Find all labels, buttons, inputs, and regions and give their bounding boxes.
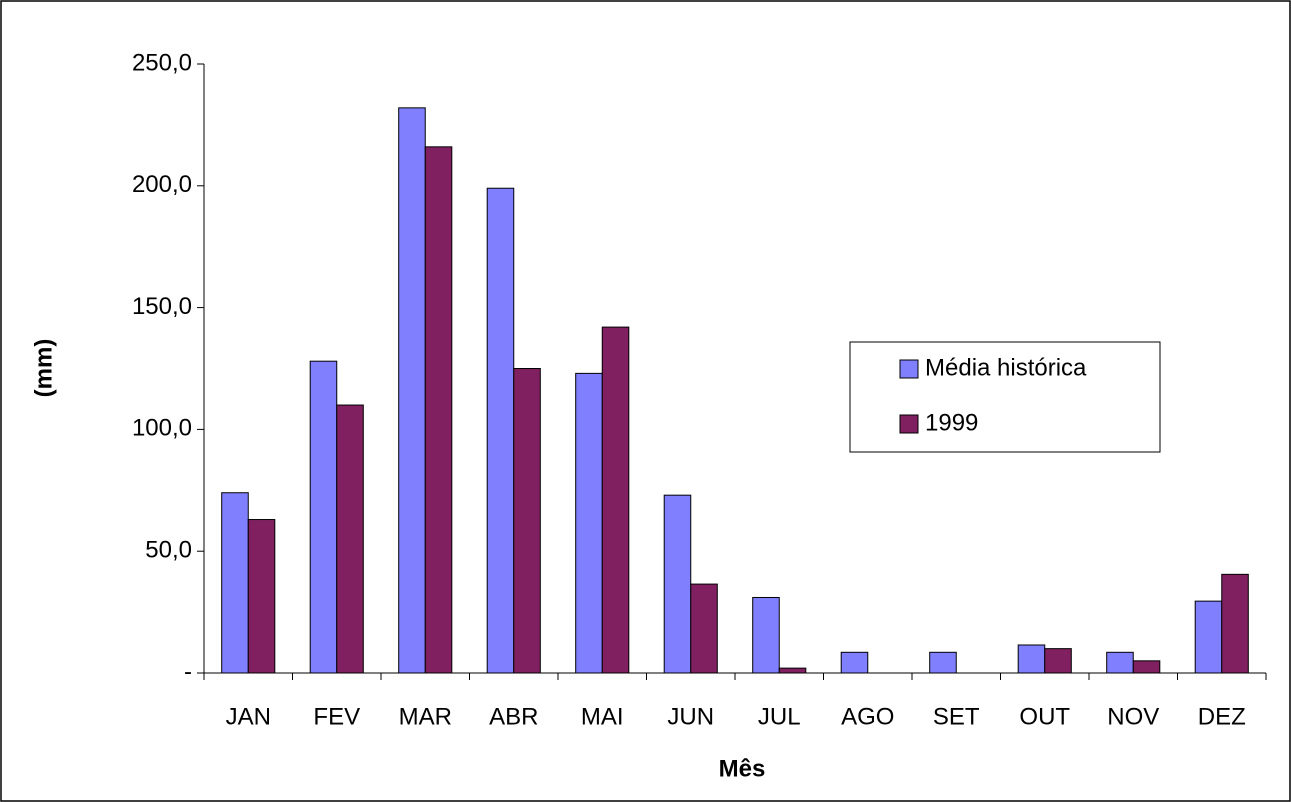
bar (398, 107, 426, 674)
bar (1132, 660, 1161, 674)
bar (309, 360, 338, 674)
bar (486, 187, 515, 674)
x-tick-label: JUL (758, 703, 801, 730)
legend-swatch (899, 414, 919, 434)
bar (336, 404, 364, 674)
bar (1044, 648, 1072, 674)
bar (424, 146, 453, 674)
bar (690, 583, 718, 674)
bar (752, 596, 780, 674)
x-axis-label: Mês (719, 755, 766, 782)
bar (601, 326, 630, 674)
y-tick-label: 150,0 (132, 293, 192, 320)
bar (1194, 600, 1223, 674)
bar (575, 372, 603, 674)
bar (221, 492, 249, 674)
y-axis-label: (mm) (30, 339, 57, 398)
y-tick-label: 250,0 (132, 49, 192, 76)
x-tick-label: ABR (489, 703, 538, 730)
bar (1221, 573, 1249, 674)
y-tick-label: 200,0 (132, 171, 192, 198)
legend-label: 1999 (925, 409, 978, 436)
x-tick-label: MAR (399, 703, 452, 730)
bar (840, 651, 869, 674)
bar (247, 519, 276, 674)
x-tick-label: FEV (313, 703, 360, 730)
bar (663, 494, 692, 674)
legend-label: Média histórica (925, 354, 1087, 381)
bar (513, 368, 541, 674)
x-tick-label: OUT (1019, 703, 1070, 730)
y-tick-label: 50,0 (145, 537, 192, 564)
legend-swatch (899, 359, 919, 379)
bar (1106, 651, 1134, 674)
y-tick-label: 100,0 (132, 415, 192, 442)
x-tick-label: MAI (581, 703, 624, 730)
x-tick-label: DEZ (1198, 703, 1246, 730)
x-tick-label: AGO (841, 703, 894, 730)
y-tick-label: - (184, 658, 192, 685)
x-tick-label: JAN (226, 703, 271, 730)
bar (1017, 644, 1046, 674)
x-tick-label: JUN (667, 703, 714, 730)
x-tick-label: SET (933, 703, 980, 730)
bar (778, 667, 807, 674)
bar (929, 651, 957, 674)
x-tick-label: NOV (1107, 703, 1159, 730)
